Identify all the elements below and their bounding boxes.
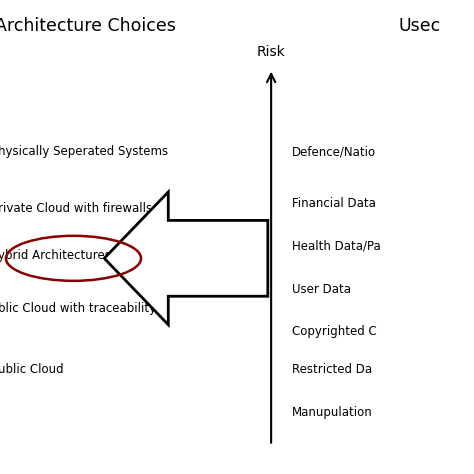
Polygon shape: [104, 192, 268, 325]
Text: Health Data/Pa: Health Data/Pa: [292, 240, 380, 253]
Text: ybrid Architectures: ybrid Architectures: [0, 249, 110, 263]
Text: User Data: User Data: [292, 283, 350, 296]
Text: Defence/Natio: Defence/Natio: [292, 145, 375, 158]
Text: hysically Seperated Systems: hysically Seperated Systems: [0, 145, 168, 158]
Text: Manupulation: Manupulation: [292, 406, 372, 419]
Text: Financial Data: Financial Data: [292, 197, 375, 210]
Text: Restricted Da: Restricted Da: [292, 363, 372, 376]
Text: Architecture Choices: Architecture Choices: [0, 17, 176, 35]
Text: Usec: Usec: [398, 17, 440, 35]
Text: blic Cloud with traceability: blic Cloud with traceability: [0, 301, 156, 315]
Text: ublic Cloud: ublic Cloud: [0, 363, 63, 376]
Text: rivate Cloud with firewalls: rivate Cloud with firewalls: [0, 202, 152, 215]
Text: Risk: Risk: [257, 45, 285, 59]
Text: Copyrighted C: Copyrighted C: [292, 325, 376, 338]
